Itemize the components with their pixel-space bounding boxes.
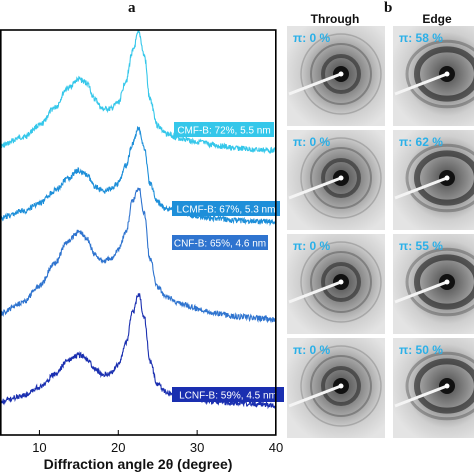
saxs-background bbox=[393, 234, 474, 334]
scattering-ring bbox=[321, 54, 361, 94]
xrd-chart: CMF-B: 72%, 5.5 nm LCMF-B: 67%, 5.3 nm CNF… bbox=[0, 29, 284, 472]
series-label-text: LCNF-B: 59%, 4.5 nm bbox=[179, 391, 277, 402]
scattering-ring bbox=[405, 351, 474, 421]
x-tick-label: 20 bbox=[111, 440, 125, 455]
orientation-label: π: 50 % bbox=[399, 343, 443, 357]
scattering-ring bbox=[310, 43, 372, 105]
scattering-ring bbox=[414, 150, 474, 206]
series-label-box bbox=[174, 122, 274, 137]
scattering-ring bbox=[321, 366, 361, 406]
series-label: LCNF-B: 59%, 4.5 nm bbox=[172, 387, 284, 402]
beam-stop bbox=[288, 384, 342, 408]
beam-center-dot bbox=[444, 71, 450, 77]
scattering-ring bbox=[300, 345, 382, 427]
scattering-ring bbox=[321, 262, 361, 302]
beam-center-dot bbox=[338, 175, 344, 181]
column-header-edge: Edge bbox=[422, 12, 452, 26]
x-axis-ticks: 10 20 30 40 bbox=[32, 430, 283, 455]
beam-stop bbox=[288, 72, 342, 96]
beam-center-dot bbox=[444, 383, 450, 389]
scattering-ring bbox=[310, 355, 372, 417]
panel-b-label: b bbox=[384, 0, 393, 16]
saxs-background bbox=[393, 26, 474, 126]
scattering-ring bbox=[414, 46, 474, 102]
scattering-ring bbox=[414, 254, 474, 310]
beam-center-dot bbox=[338, 383, 344, 389]
series-label-box bbox=[172, 387, 284, 402]
scattering-ring bbox=[300, 33, 382, 115]
xrd-series-line bbox=[0, 29, 277, 155]
saxs-background bbox=[393, 338, 474, 438]
series-label-text: CMF-B: 72%, 5.5 nm bbox=[177, 126, 270, 137]
orientation-label: π: 0 % bbox=[293, 135, 331, 149]
beam-stop bbox=[394, 280, 448, 304]
plot-frame bbox=[0, 29, 277, 436]
orientation-label: π: 0 % bbox=[293, 31, 331, 45]
series-label: LCMF-B: 67%, 5.3 nm bbox=[172, 201, 280, 216]
scattering-ring bbox=[405, 247, 474, 317]
saxs-pattern: π: 0 % bbox=[287, 26, 385, 126]
xrd-series-labels: CMF-B: 72%, 5.5 nm LCMF-B: 67%, 5.3 nm CNF… bbox=[172, 122, 284, 402]
scattering-ring bbox=[310, 147, 372, 209]
series-label-box bbox=[172, 201, 280, 216]
scattering-ring bbox=[405, 143, 474, 213]
beam-stop bbox=[288, 280, 342, 304]
series-label-text: LCMF-B: 67%, 5.3 nm bbox=[177, 205, 276, 216]
beam-stop bbox=[394, 384, 448, 408]
scattering-ring bbox=[321, 158, 361, 198]
saxs-pattern: π: 0 % bbox=[287, 130, 385, 230]
panel-a-label: a bbox=[128, 0, 136, 16]
beam-stop bbox=[394, 72, 448, 96]
series-label-box bbox=[172, 235, 268, 250]
beam-center-dot bbox=[444, 175, 450, 181]
beam-center-dot bbox=[444, 279, 450, 285]
xrd-curves bbox=[0, 29, 277, 410]
xrd-series-line bbox=[0, 125, 277, 227]
x-tick-label: 10 bbox=[32, 440, 46, 455]
saxs-pattern: π: 0 % bbox=[287, 234, 385, 334]
beam-stop bbox=[288, 176, 342, 200]
beam-center-dot bbox=[338, 71, 344, 77]
scattering-ring bbox=[414, 358, 474, 414]
saxs-background bbox=[393, 130, 474, 230]
scattering-ring bbox=[300, 241, 382, 323]
series-label: CMF-B: 72%, 5.5 nm bbox=[174, 122, 274, 137]
x-axis-label: Diffraction angle 2θ (degree) bbox=[44, 456, 233, 472]
x-tick-label: 40 bbox=[269, 440, 283, 455]
saxs-pattern: π: 55 % bbox=[393, 234, 474, 334]
orientation-label: π: 55 % bbox=[399, 239, 443, 253]
saxs-pattern: π: 0 % bbox=[287, 338, 385, 438]
saxs-pattern: π: 58 % bbox=[393, 26, 474, 126]
orientation-label: π: 62 % bbox=[399, 135, 443, 149]
scattering-ring bbox=[405, 39, 474, 109]
orientation-label: π: 0 % bbox=[293, 343, 331, 357]
orientation-label: π: 58 % bbox=[399, 31, 443, 45]
xrd-series-line bbox=[0, 187, 277, 324]
xrd-series-line bbox=[0, 293, 277, 410]
saxs-pattern: π: 50 % bbox=[393, 338, 474, 438]
x-tick-label: 30 bbox=[190, 440, 204, 455]
scattering-ring bbox=[310, 251, 372, 313]
series-label-text: CNF-B: 65%, 4.6 nm bbox=[174, 239, 266, 250]
scattering-ring bbox=[300, 137, 382, 219]
saxs-pattern: π: 62 % bbox=[393, 130, 474, 230]
series-label: CNF-B: 65%, 4.6 nm bbox=[172, 235, 268, 250]
beam-center-dot bbox=[338, 279, 344, 285]
beam-stop bbox=[394, 176, 448, 200]
orientation-label: π: 0 % bbox=[293, 239, 331, 253]
column-header-through: Through bbox=[310, 12, 360, 26]
